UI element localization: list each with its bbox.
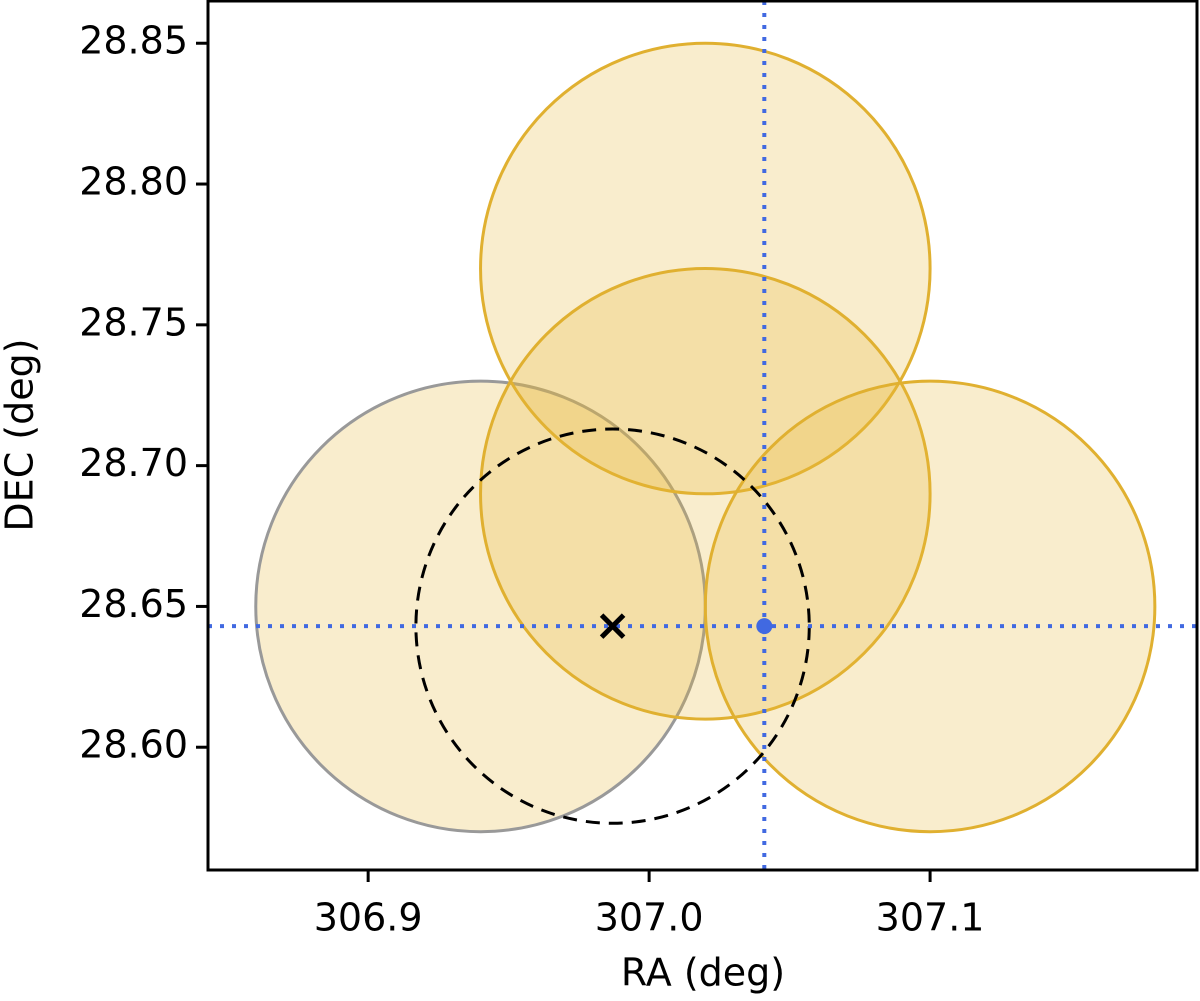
y-tick-label: 28.65 bbox=[79, 582, 188, 626]
x-tick-label: 307.0 bbox=[595, 896, 704, 940]
x-tick-label: 306.9 bbox=[314, 896, 423, 940]
cross-marker bbox=[599, 613, 626, 639]
point bbox=[756, 618, 773, 635]
y-axis-label: DEC (deg) bbox=[0, 338, 42, 531]
x-axis-label: RA (deg) bbox=[621, 951, 785, 995]
y-tick-label: 28.80 bbox=[79, 160, 188, 204]
footprint-circle bbox=[479, 267, 932, 721]
y-tick-label: 28.70 bbox=[79, 441, 188, 485]
y-tick-label: 28.60 bbox=[79, 723, 188, 767]
y-tick-label: 28.75 bbox=[79, 300, 188, 344]
plot-frame bbox=[206, 0, 1199, 872]
y-tick-label: 28.85 bbox=[79, 19, 188, 63]
footprint-circle bbox=[703, 379, 1157, 834]
x-tick-label: 307.1 bbox=[876, 896, 985, 940]
